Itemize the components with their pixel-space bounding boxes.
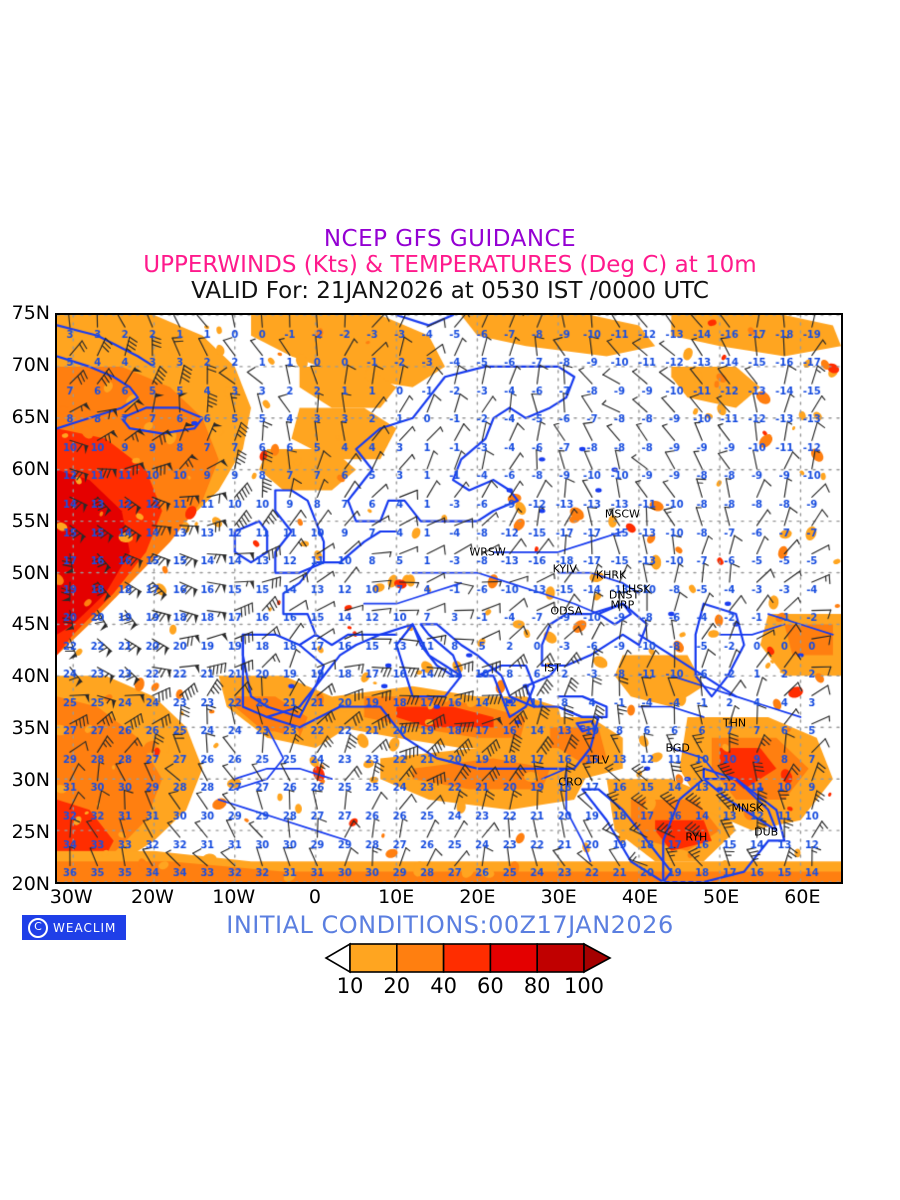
colorbar-segment-4 <box>489 943 538 973</box>
weaclim-logo-badge[interactable]: C WEACLIM <box>22 915 126 940</box>
city-label-dnst: DNST <box>608 588 640 602</box>
city-label-mnsk: MNSK <box>731 801 764 815</box>
x-axis-tick-10E: 10E <box>378 886 415 908</box>
city-label-mrp: MRP <box>610 598 635 612</box>
x-axis-tick-20E: 20E <box>459 886 496 908</box>
city-label-lhsk: LHSK <box>621 582 651 596</box>
y-axis-tick-45N: 45N <box>11 613 50 636</box>
y-axis-tick-60N: 60N <box>11 457 50 480</box>
y-axis-tick-20N: 20N <box>11 873 50 895</box>
y-axis-tick-65N: 65N <box>11 405 50 428</box>
x-axis-tick-50E: 50E <box>703 886 740 908</box>
chart-title-block: NCEP GFS GUIDANCE UPPERWINDS (Kts) & TEM… <box>0 228 900 303</box>
city-label-cro: CRO <box>558 775 583 789</box>
colorbar-tick-labels: 10 20 40 60 80 100 <box>322 974 612 1000</box>
x-axis-tick-0: 0 <box>308 886 321 908</box>
colorbar-segment-3 <box>442 943 492 973</box>
y-axis-tick-35N: 35N <box>11 717 50 740</box>
colorbar-tick-80: 80 <box>523 974 551 998</box>
city-label-ist: IST <box>544 661 562 675</box>
x-axis-tick-60E: 60E <box>784 886 821 908</box>
map-plot-area[interactable]: MSCW WRSW KYIV KHRK LHSK DNST MRP ODSA IST THN BGD… <box>55 313 843 884</box>
y-axis-labels: 75N 70N 65N 60N 55N 50N 45N 40N 35N 30N 25N 20N <box>0 302 50 895</box>
colorbar-over-arrow <box>583 942 612 974</box>
city-label-bgd: BGD <box>665 741 690 755</box>
x-axis-tick-40E: 40E <box>621 886 658 908</box>
colorbar-under-arrow <box>324 942 351 974</box>
city-label-odsa: ODSA <box>550 604 583 618</box>
colorbar-tick-60: 60 <box>477 974 504 998</box>
colorbar-segment-5 <box>536 943 585 973</box>
city-label-dub: DUB <box>754 825 779 839</box>
city-label-kyiv: KYIV <box>552 562 577 576</box>
x-axis-tick-20W: 20W <box>131 886 174 908</box>
city-label-tlv: TLV <box>590 753 610 767</box>
city-label-thn: THN <box>722 716 747 730</box>
colorbar-segment-2 <box>396 943 445 973</box>
chart-valid-time: VALID For: 21JAN2026 at 0530 IST /0000 U… <box>191 278 709 304</box>
y-axis-tick-30N: 30N <box>11 769 50 792</box>
y-axis-tick-55N: 55N <box>11 509 50 532</box>
copyright-icon: C <box>28 917 48 938</box>
colorbar-tick-10: 10 <box>336 974 364 998</box>
city-label-wrsw: WRSW <box>469 545 506 559</box>
y-axis-tick-75N: 75N <box>11 302 50 324</box>
weaclim-label: WEACLIM <box>53 920 117 935</box>
x-axis-tick-10W: 10W <box>212 886 256 908</box>
x-axis-tick-30E: 30E <box>540 886 577 908</box>
x-axis-labels: 30W 20W 10W 0 10E 20E 30E 40E 50E 60E <box>50 886 843 912</box>
y-axis-tick-70N: 70N <box>11 353 50 376</box>
x-axis-tick-30W: 30W <box>49 886 93 908</box>
city-label-khrk: KHRK <box>595 568 627 582</box>
y-axis-tick-40N: 40N <box>11 665 50 688</box>
chart-subtitle: UPPERWINDS (Kts) & TEMPERATURES (Deg C) … <box>143 252 757 278</box>
colorbar-segment-1 <box>349 943 398 973</box>
colorbar-tick-100: 100 <box>563 974 605 998</box>
initial-conditions-text: INITIAL CONDITIONS:00Z17JAN2026 <box>226 911 674 939</box>
y-axis-tick-25N: 25N <box>11 821 50 844</box>
map-canvas <box>57 315 841 882</box>
colorbar: 10 20 40 60 80 100 <box>0 938 900 998</box>
colorbar-tick-20: 20 <box>383 974 411 998</box>
colorbar-tick-40: 40 <box>430 974 457 998</box>
y-axis-tick-50N: 50N <box>11 561 50 584</box>
page-title: NCEP GFS GUIDANCE <box>323 226 577 252</box>
city-label-ryh: RYH <box>685 830 708 844</box>
colorbar-swatches <box>324 942 612 974</box>
city-label-mscw: MSCW <box>604 507 640 521</box>
